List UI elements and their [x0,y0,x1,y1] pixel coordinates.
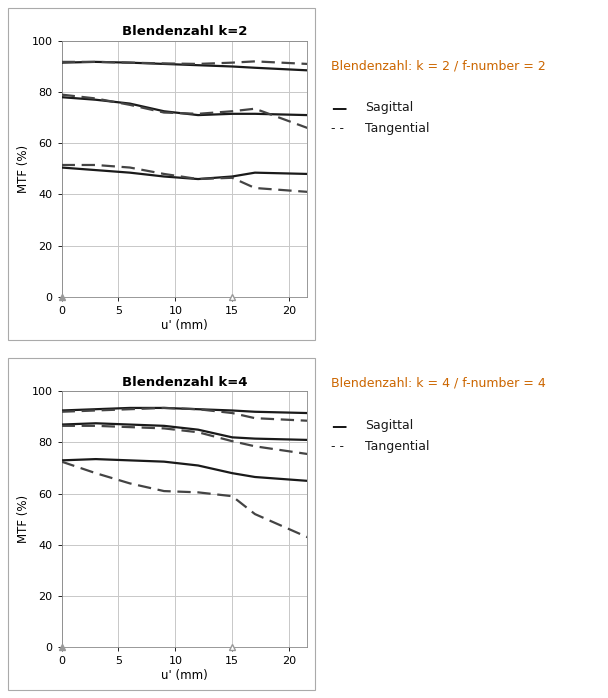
Text: - -: - - [331,122,344,135]
Text: - -: - - [331,440,344,453]
X-axis label: u' (mm): u' (mm) [161,318,208,332]
Text: Tangential: Tangential [365,122,429,135]
Text: Sagittal: Sagittal [365,101,413,114]
Text: Blendenzahl: k = 4 / f-number = 4: Blendenzahl: k = 4 / f-number = 4 [331,377,546,390]
Text: Tangential: Tangential [365,440,429,453]
Y-axis label: MTF (%): MTF (%) [17,495,30,543]
X-axis label: u' (mm): u' (mm) [161,669,208,682]
Y-axis label: MTF (%): MTF (%) [17,144,30,193]
Text: —: — [331,419,347,433]
Text: —: — [331,101,347,116]
Text: Blendenzahl: k = 2 / f-number = 2: Blendenzahl: k = 2 / f-number = 2 [331,59,546,73]
Text: Sagittal: Sagittal [365,419,413,432]
Title: Blendenzahl k=2: Blendenzahl k=2 [122,25,247,38]
Title: Blendenzahl k=4: Blendenzahl k=4 [122,376,247,389]
